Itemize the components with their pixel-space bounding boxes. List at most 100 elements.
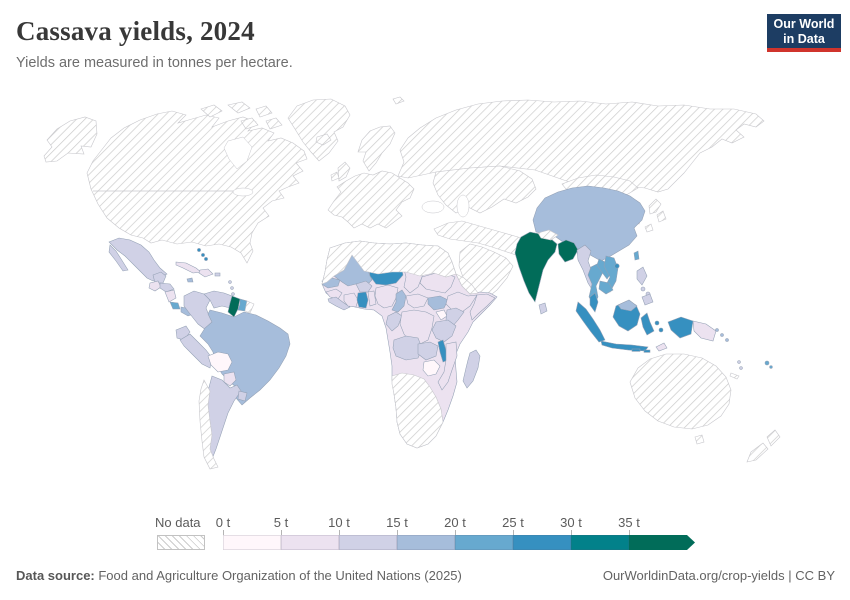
legend-tick-mark [223,530,224,535]
country-costa-rica[interactable] [169,301,181,310]
country-bangladesh[interactable] [557,239,579,263]
country-japan[interactable] [648,198,662,215]
country-cote-divoire[interactable] [343,292,359,308]
country-svalbard[interactable] [392,96,405,105]
country-burkina-faso[interactable] [355,280,373,293]
country-bahamas[interactable] [197,248,208,261]
country-timor[interactable] [655,342,668,352]
country-europe[interactable] [327,170,415,229]
country-chile[interactable] [198,379,219,470]
country-madagascar[interactable] [462,349,481,389]
country-hispaniola[interactable] [198,268,214,278]
country-mozambique[interactable] [437,341,458,391]
country-ghana[interactable] [356,291,369,309]
legend-segment[interactable] [223,535,281,550]
country-greenland[interactable] [287,98,351,162]
country-india[interactable] [514,231,558,303]
country-arctic-island[interactable] [240,117,259,130]
country-nicaragua[interactable] [164,289,177,303]
country-southern-africa[interactable] [391,372,444,449]
country-indonesia-lesser-sunda[interactable] [631,348,651,353]
country-indonesia-papua[interactable] [667,316,694,339]
country-japan[interactable] [656,210,667,223]
country-australia[interactable] [629,353,732,430]
country-central-african-republic[interactable] [405,293,429,309]
legend-segment[interactable] [513,535,571,550]
country-fiji[interactable] [764,360,773,369]
country-arctic-island[interactable] [265,117,283,130]
country-angola[interactable] [392,335,423,361]
country-brazil[interactable] [199,309,291,406]
country-central-asia[interactable] [432,165,537,214]
country-cambodia[interactable] [598,280,614,295]
country-solomon-islands[interactable] [715,328,729,342]
credit-link[interactable]: OurWorldinData.org/crop-yields | CC BY [602,568,835,583]
country-indonesia-maluku[interactable] [654,320,664,333]
legend-no-data-swatch[interactable] [157,535,205,550]
country-arctic-island[interactable] [255,105,273,118]
country-sierra-leone[interactable] [327,296,351,311]
legend-segment[interactable] [455,535,513,550]
legend-segment[interactable] [571,535,629,550]
country-puerto-rico[interactable] [214,272,221,277]
country-honduras[interactable] [159,282,175,293]
country-bolivia[interactable] [207,351,233,373]
owid-logo[interactable]: Our World in Data [767,14,841,52]
country-canada-usa[interactable] [86,110,308,264]
country-hainan[interactable] [614,263,620,269]
country-jamaica[interactable] [186,277,194,283]
country-iceland[interactable] [315,133,332,146]
country-scandinavia[interactable] [357,125,396,172]
country-congo[interactable] [385,311,403,332]
legend-segment[interactable] [397,535,455,550]
country-uk[interactable] [337,161,351,182]
country-suriname[interactable] [237,298,248,312]
country-philippines[interactable] [636,266,654,306]
country-eritrea[interactable] [455,273,479,295]
country-tanzania[interactable] [431,319,457,343]
country-lesser-antilles[interactable] [228,280,235,296]
country-indonesia-sulawesi[interactable] [640,312,655,336]
country-south-sudan[interactable] [427,295,449,311]
country-new-zealand[interactable] [766,429,781,447]
country-dr-congo[interactable] [399,309,435,345]
country-nepal[interactable] [537,229,559,241]
country-paraguay[interactable] [223,371,237,387]
country-arctic-island[interactable] [200,104,223,118]
country-arctic-island[interactable] [227,101,251,114]
country-uruguay[interactable] [237,390,248,402]
country-guinea[interactable] [325,288,343,300]
country-ireland[interactable] [330,171,340,182]
country-zambia[interactable] [417,341,439,361]
country-new-caledonia[interactable] [729,372,740,380]
country-somalia[interactable] [469,293,496,321]
country-togo-benin[interactable] [367,290,377,307]
country-malaysia[interactable] [589,292,599,313]
country-zimbabwe[interactable] [422,359,441,377]
country-new-zealand[interactable] [746,442,769,463]
country-malaysia-borneo[interactable] [617,299,638,312]
country-sri-lanka[interactable] [538,302,548,315]
legend-segment[interactable] [339,535,397,550]
country-indonesia-sumatra[interactable] [575,301,606,343]
legend-segment[interactable] [281,535,339,550]
country-taiwan[interactable] [633,250,640,261]
country-papua-new-guinea[interactable] [692,320,717,342]
country-north-africa[interactable] [321,240,457,285]
country-ethiopia[interactable] [445,291,478,313]
country-alaska[interactable] [43,116,98,163]
country-indonesia-java[interactable] [600,340,649,352]
legend-bar[interactable] [223,535,695,550]
country-tasmania[interactable] [694,434,705,445]
country-nigeria[interactable] [374,284,399,309]
country-french-guiana[interactable] [244,300,255,314]
country-cuba[interactable] [175,261,202,274]
world-map[interactable] [0,84,850,514]
legend-segment[interactable] [629,535,695,550]
country-vanuatu[interactable] [737,360,743,370]
country-japan[interactable] [644,223,654,233]
country-mexico-baja[interactable] [108,244,129,272]
country-guatemala[interactable] [148,280,162,292]
country-cameroon[interactable] [391,289,407,313]
country-argentina[interactable] [205,375,242,460]
